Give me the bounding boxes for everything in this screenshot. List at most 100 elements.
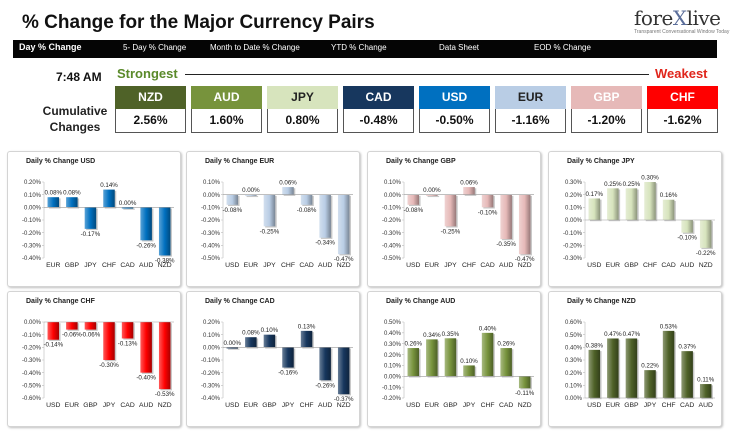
weakest-label: Weakest	[655, 66, 708, 81]
bar	[337, 347, 350, 395]
category-label: CHF	[102, 262, 116, 269]
category-label: CAD	[661, 262, 675, 269]
cumulative-changes-label: Cumulative Changes	[42, 104, 108, 134]
y-tick-label: 0.30%	[565, 180, 583, 186]
y-tick-label: 0.00%	[384, 193, 402, 199]
data-label: -0.35%	[496, 241, 516, 248]
data-label: -0.40%	[136, 375, 156, 382]
y-tick-label: 0.10%	[203, 333, 221, 339]
y-tick-label: -0.30%	[22, 244, 42, 250]
category-label: AUD	[680, 262, 694, 269]
bar	[481, 332, 494, 377]
category-label: GBP	[83, 402, 98, 409]
y-tick-label: 0.20%	[203, 320, 221, 326]
y-tick-label: -0.10%	[201, 206, 221, 212]
bar	[607, 338, 619, 398]
bar	[226, 194, 239, 205]
bar	[319, 194, 331, 238]
header: % Change for the Major Currency Pairs fo…	[0, 0, 730, 42]
y-tick-label: -0.30%	[563, 256, 583, 262]
bar	[444, 194, 457, 227]
y-tick-label: 0.20%	[24, 180, 42, 186]
bar	[282, 187, 294, 195]
bar	[300, 330, 313, 348]
tab-month-to-date[interactable]: Month to Date % Change	[210, 43, 300, 52]
category-label: NZD	[518, 402, 532, 409]
bar	[444, 338, 457, 377]
data-label: 0.00%	[224, 340, 242, 347]
bar	[463, 365, 475, 377]
y-tick-label: -0.30%	[382, 231, 402, 237]
tab-day-change[interactable]: Day % Change	[19, 42, 82, 52]
category-label: CAD	[480, 262, 494, 269]
tab-eod-change[interactable]: EOD % Change	[534, 43, 591, 52]
y-tick-label: -0.20%	[382, 396, 402, 402]
y-tick-label: 0.10%	[565, 384, 583, 390]
bar	[103, 322, 115, 360]
currency-box-gbp: GBP -1.20%	[571, 86, 642, 133]
tab-ytd-change[interactable]: YTD % Change	[331, 43, 387, 52]
strongest-label: Strongest	[117, 66, 178, 81]
category-label: JPY	[103, 402, 116, 409]
chart-svg: 0.20% 0.10% 0.00% -0.10% -0.20% -0.30% -0.40% 0…	[22, 180, 175, 269]
category-label: GBP	[624, 402, 639, 409]
category-label: AUD	[139, 262, 153, 269]
bar-shadow	[123, 208, 135, 210]
currency-value: -0.50%	[419, 109, 490, 133]
currency-name: EUR	[495, 86, 566, 109]
y-tick-label: 0.60%	[565, 320, 583, 326]
bar	[226, 347, 239, 349]
data-label: 0.06%	[279, 180, 297, 187]
bar	[662, 199, 675, 220]
bar	[681, 220, 693, 233]
category-label: USD	[587, 402, 601, 409]
category-label: JPY	[463, 402, 476, 409]
tab-data-sheet[interactable]: Data Sheet	[439, 43, 480, 52]
data-label: 0.30%	[641, 175, 659, 182]
data-label: -0.13%	[118, 340, 138, 347]
data-label: -0.06%	[62, 332, 82, 339]
data-label: -0.11%	[515, 390, 535, 397]
bar	[245, 337, 257, 348]
chart-title: Daily % Change JPY	[567, 158, 635, 165]
category-label: NZD	[699, 262, 713, 269]
bar	[518, 376, 531, 389]
bar	[103, 189, 115, 208]
data-label: 0.22%	[641, 363, 659, 370]
bar	[263, 334, 276, 348]
category-label: USD	[225, 262, 239, 269]
bar	[500, 194, 512, 239]
bar	[407, 348, 420, 377]
y-tick-label: 0.00%	[384, 374, 402, 380]
category-label: EUR	[425, 262, 439, 269]
data-label: 0.47%	[604, 331, 622, 338]
bar	[121, 322, 134, 339]
bar	[140, 322, 152, 373]
category-label: CAD	[680, 402, 694, 409]
bar	[66, 322, 78, 330]
category-label: GBP	[624, 262, 639, 269]
category-label: CHF	[662, 402, 676, 409]
y-tick-label: 0.00%	[565, 218, 583, 224]
data-label: 0.53%	[660, 323, 678, 330]
data-label: 0.26%	[405, 341, 423, 348]
data-label: -0.38%	[155, 257, 175, 264]
currency-name: CAD	[343, 86, 414, 109]
chart-jpy: Daily % Change JPY 0.30% 0.20% 0.10% 0.00% -0…	[548, 151, 722, 287]
logo-wordmark: foreXlive	[634, 6, 721, 30]
tab-5-day-change[interactable]: 5- Day % Change	[123, 43, 187, 52]
chart-svg: 0.60% 0.50% 0.40% 0.30% 0.20% 0.10% 0.00% 0.38%…	[565, 320, 715, 409]
chart-cad: Daily % Change CAD 0.20% 0.10% 0.00% -0.10% -…	[186, 291, 360, 427]
bar	[263, 194, 276, 227]
currency-value: -1.16%	[495, 109, 566, 133]
data-label: 0.10%	[261, 327, 279, 334]
y-tick-label: -0.10%	[382, 385, 402, 391]
currency-box-nzd: NZD 2.56%	[115, 86, 186, 133]
data-label: 0.06%	[460, 180, 478, 187]
chart-title: Daily % Change GBP	[386, 158, 456, 165]
forexlive-logo: foreXlive Transparent Conversational Win…	[628, 6, 729, 38]
currency-box-jpy: JPY 0.80%	[267, 86, 338, 133]
strength-divider	[185, 74, 649, 75]
chart-title: Daily % Change CHF	[26, 298, 95, 305]
data-label: -0.14%	[43, 342, 63, 349]
